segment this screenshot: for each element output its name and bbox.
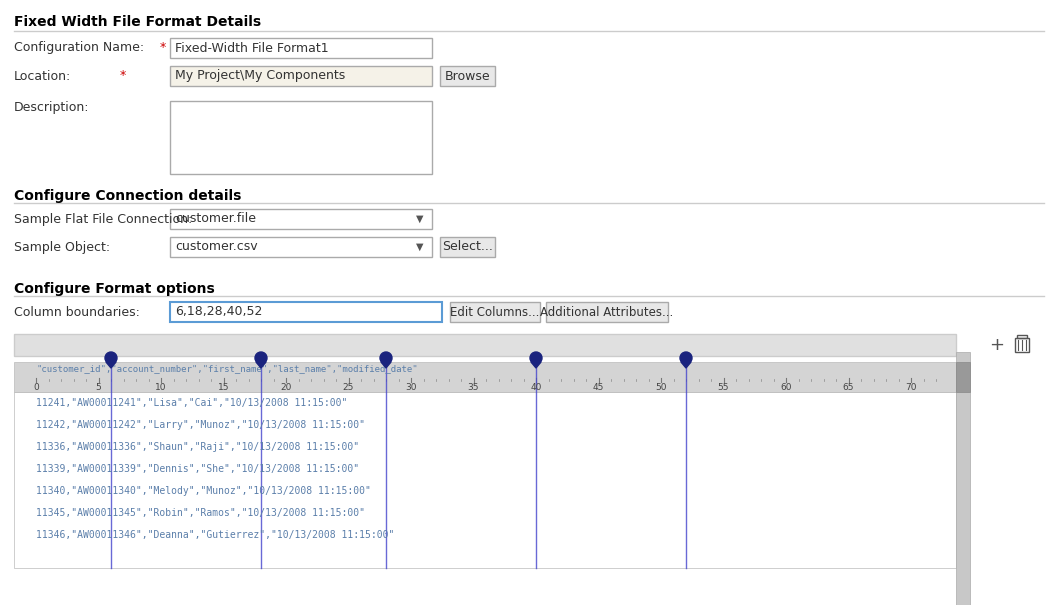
Bar	[170, 209, 432, 229]
Text: 60: 60	[780, 383, 791, 392]
Bar	[956, 352, 970, 605]
Text: 40: 40	[530, 383, 542, 392]
Text: 11345,"AW00011345","Robin","Ramos","10/13/2008 11:15:00": 11345,"AW00011345","Robin","Ramos","10/1…	[36, 508, 365, 518]
Text: 45: 45	[592, 383, 604, 392]
Circle shape	[380, 352, 393, 364]
Bar	[170, 237, 432, 257]
Circle shape	[530, 352, 542, 364]
Text: 15: 15	[218, 383, 230, 392]
Bar	[170, 302, 442, 322]
Polygon shape	[681, 362, 691, 368]
Bar	[440, 237, 495, 257]
Text: 11339,"AW00011339","Dennis","She","10/13/2008 11:15:00": 11339,"AW00011339","Dennis","She","10/13…	[36, 464, 359, 474]
Polygon shape	[256, 362, 266, 368]
Text: Column boundaries:: Column boundaries:	[14, 306, 140, 318]
Bar	[1015, 338, 1029, 352]
Circle shape	[680, 352, 692, 364]
Polygon shape	[106, 362, 116, 368]
Text: 6,18,28,40,52: 6,18,28,40,52	[175, 306, 262, 318]
Polygon shape	[381, 362, 391, 368]
Text: Configure Connection details: Configure Connection details	[14, 189, 241, 203]
Text: 25: 25	[343, 383, 354, 392]
Text: Configuration Name:: Configuration Name:	[14, 42, 144, 54]
Bar	[440, 66, 495, 86]
Text: *: *	[120, 70, 126, 82]
Text: ▼: ▼	[416, 214, 424, 224]
Text: 20: 20	[280, 383, 292, 392]
Text: My Project\My Components: My Project\My Components	[175, 70, 345, 82]
Text: 55: 55	[717, 383, 729, 392]
Text: customer.csv: customer.csv	[175, 241, 258, 253]
Bar	[546, 302, 668, 322]
Circle shape	[255, 352, 267, 364]
Text: Edit Columns...: Edit Columns...	[451, 306, 540, 318]
Text: 11241,"AW00011241","Lisa","Cai","10/13/2008 11:15:00": 11241,"AW00011241","Lisa","Cai","10/13/2…	[36, 398, 347, 408]
Text: 11346,"AW00011346","Deanna","Gutierrez","10/13/2008 11:15:00": 11346,"AW00011346","Deanna","Gutierrez",…	[36, 530, 395, 540]
Text: 50: 50	[655, 383, 667, 392]
Text: Sample Object:: Sample Object:	[14, 241, 110, 253]
Text: Configure Format options: Configure Format options	[14, 282, 215, 296]
Text: 30: 30	[405, 383, 417, 392]
Text: customer.file: customer.file	[175, 212, 256, 226]
Text: Select...: Select...	[442, 241, 493, 253]
Bar	[14, 392, 956, 568]
Bar	[450, 302, 540, 322]
Text: Additional Attributes...: Additional Attributes...	[541, 306, 674, 318]
Text: "customer_id","account_number","first_name","last_name","modified_date": "customer_id","account_number","first_na…	[36, 364, 418, 373]
Bar	[14, 362, 956, 392]
Bar	[170, 38, 432, 58]
Circle shape	[105, 352, 117, 364]
Bar	[956, 362, 970, 392]
Bar	[170, 101, 432, 174]
Text: 11336,"AW00011336","Shaun","Raji","10/13/2008 11:15:00": 11336,"AW00011336","Shaun","Raji","10/13…	[36, 442, 359, 452]
Text: 11242,"AW00011242","Larry","Munoz","10/13/2008 11:15:00": 11242,"AW00011242","Larry","Munoz","10/1…	[36, 420, 365, 430]
Text: 0: 0	[33, 383, 39, 392]
Text: ▼: ▼	[416, 242, 424, 252]
Text: Sample Flat File Connection:: Sample Flat File Connection:	[14, 212, 193, 226]
Text: 65: 65	[843, 383, 854, 392]
Bar	[14, 334, 956, 356]
Text: Location:: Location:	[14, 70, 71, 82]
Text: 11340,"AW00011340","Melody","Munoz","10/13/2008 11:15:00": 11340,"AW00011340","Melody","Munoz","10/…	[36, 486, 371, 496]
Bar	[1017, 335, 1027, 338]
Text: Browse: Browse	[444, 70, 490, 82]
Text: 70: 70	[906, 383, 916, 392]
Text: 10: 10	[156, 383, 167, 392]
Polygon shape	[531, 362, 541, 368]
Text: +: +	[989, 336, 1004, 354]
Text: 35: 35	[468, 383, 479, 392]
Text: Fixed Width File Format Details: Fixed Width File Format Details	[14, 15, 261, 29]
Text: Description:: Description:	[14, 101, 90, 114]
Text: 5: 5	[95, 383, 102, 392]
Text: *: *	[160, 42, 166, 54]
Text: Fixed-Width File Format1: Fixed-Width File Format1	[175, 42, 329, 54]
Bar	[170, 66, 432, 86]
